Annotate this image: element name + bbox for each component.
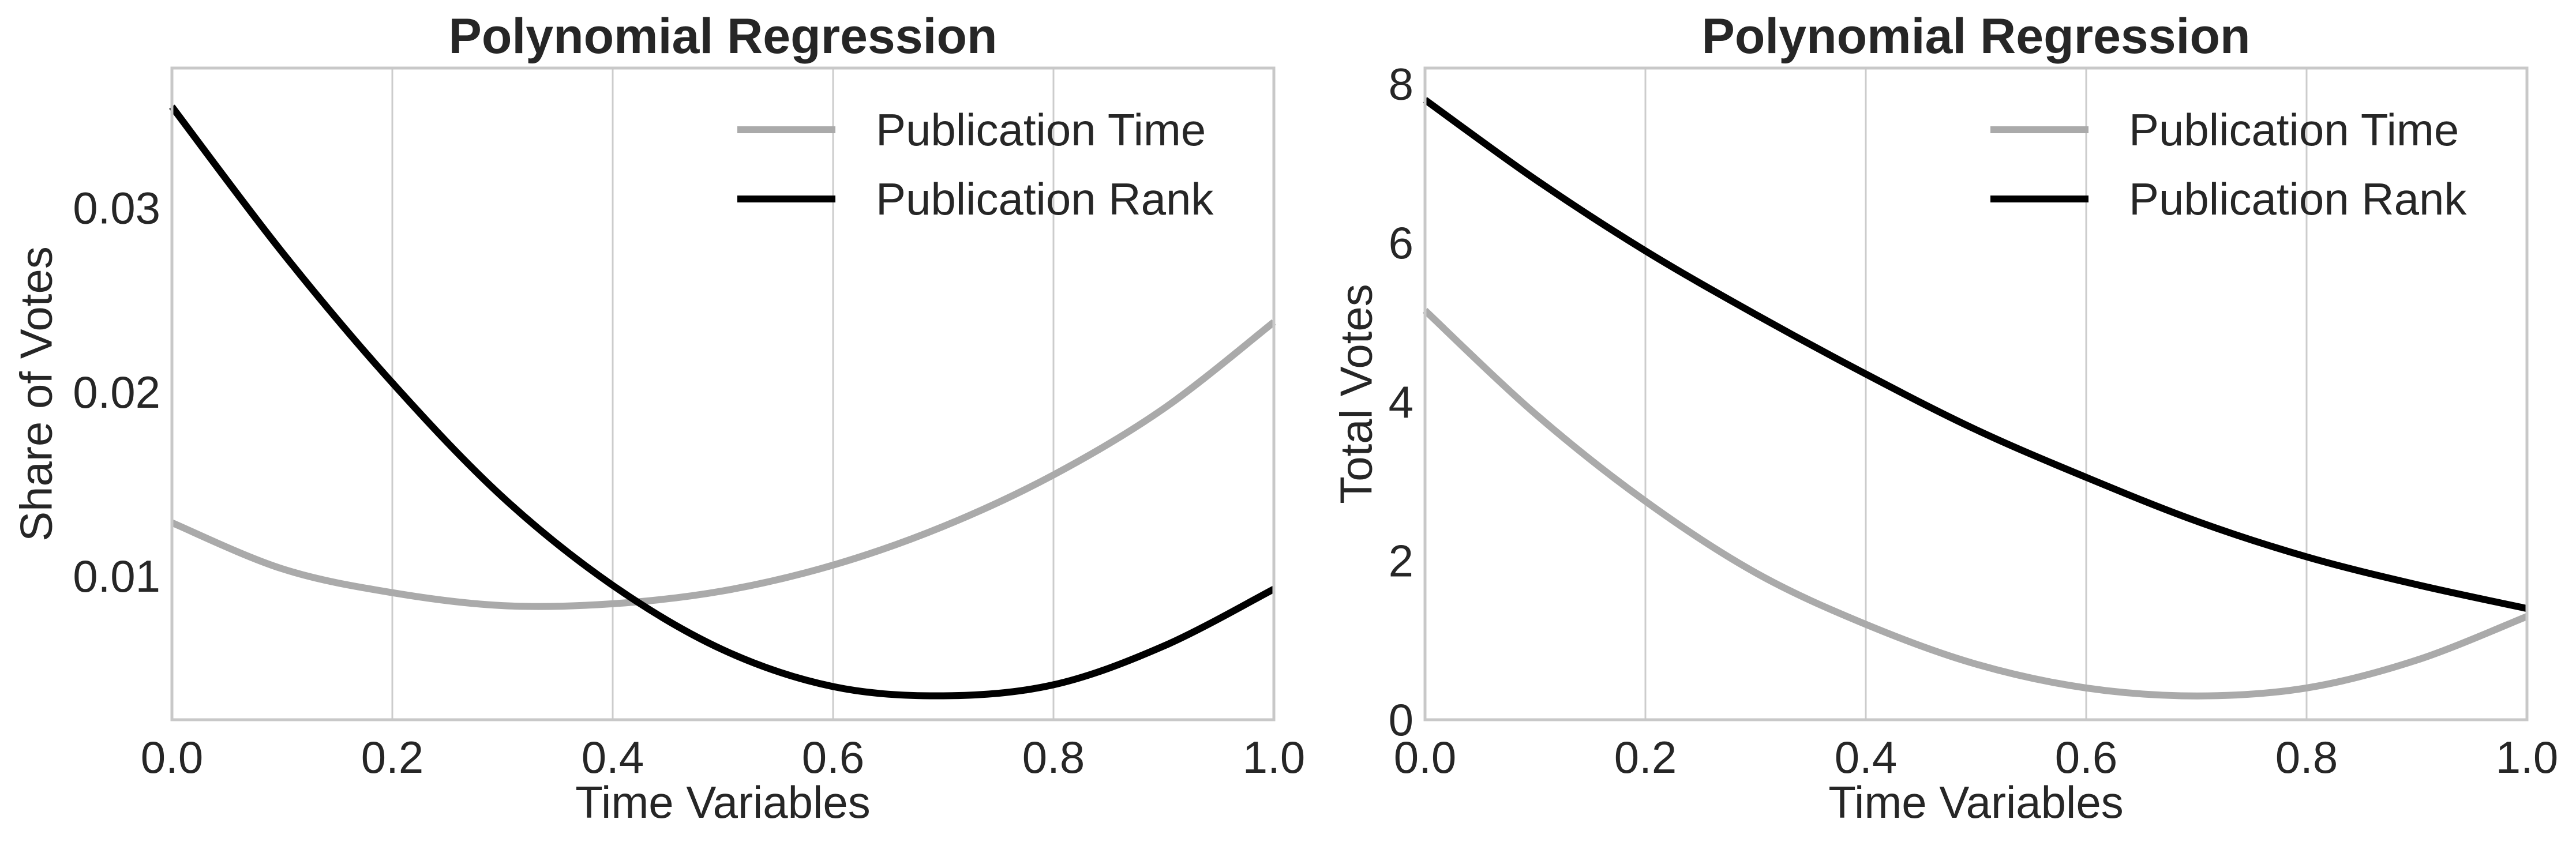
y-tick-label: 6 xyxy=(1389,217,1413,268)
x-tick-label: 0.6 xyxy=(802,732,864,783)
x-tick-label: 0.2 xyxy=(361,732,423,783)
y-tick-label: 2 xyxy=(1389,535,1413,586)
y-tick-label: 4 xyxy=(1389,377,1413,427)
y-axis-label: Total Votes xyxy=(1330,284,1381,504)
x-tick-label: 1.0 xyxy=(1243,732,1305,783)
x-tick-label: 0.0 xyxy=(141,732,203,783)
y-tick-label: 0 xyxy=(1389,694,1413,745)
legend-label: Publication Time xyxy=(876,104,1206,155)
x-tick-label: 0.4 xyxy=(582,732,644,783)
chart-panel-2: 0.0 0.2 0.4 0.6 0.8 1.0 0 2 4 6 8 Polynomial Regres… xyxy=(1330,9,2558,828)
legend-label: Publication Time xyxy=(2129,104,2459,155)
series-line-publication-time xyxy=(1422,307,2529,700)
y-tick-label: 0.02 xyxy=(73,367,160,418)
x-axis-label: Time Variables xyxy=(1828,777,2124,828)
x-tick-label: 1.0 xyxy=(2496,732,2558,783)
x-tick-label: 0.2 xyxy=(1614,732,1677,783)
chart-panel-1: 0.0 0.2 0.4 0.6 0.8 1.0 0.01 0.02 0.03 Polynomial… xyxy=(10,9,1305,828)
x-tick-label: 0.8 xyxy=(1022,732,1085,783)
y-tick-label: 8 xyxy=(1389,59,1413,110)
x-tick-label: 0.4 xyxy=(1835,732,1897,783)
series-line-publication-rank xyxy=(169,104,1276,700)
legend-label: Publication Rank xyxy=(876,174,1214,224)
x-axis-label: Time Variables xyxy=(575,777,871,828)
x-tick-label: 0.6 xyxy=(2055,732,2117,783)
legend: Publication Time Publication Rank xyxy=(1990,104,2467,224)
x-tick-label: 0.8 xyxy=(2275,732,2338,783)
legend-label: Publication Rank xyxy=(2129,174,2467,224)
x-tick-label: 0.0 xyxy=(1394,732,1456,783)
y-tick-label: 0.01 xyxy=(73,551,160,602)
chart-title: Polynomial Regression xyxy=(1701,9,2250,64)
y-tick-label: 0.03 xyxy=(73,183,160,234)
series-line-publication-rank xyxy=(1423,97,2528,612)
legend: Publication Time Publication Rank xyxy=(737,104,1214,224)
y-axis-label: Share of Votes xyxy=(10,246,61,542)
plot-frame xyxy=(1423,66,2529,721)
series-line-publication-time xyxy=(170,319,1276,610)
chart-title: Polynomial Regression xyxy=(448,9,997,64)
plot-frame xyxy=(170,66,1276,721)
